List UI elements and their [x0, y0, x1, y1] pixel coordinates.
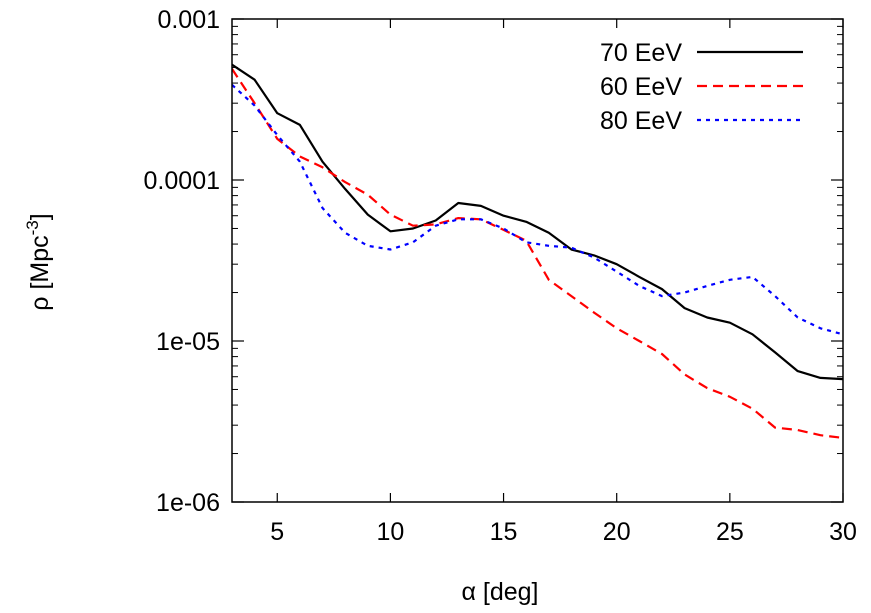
x-tick-label: 10: [377, 518, 405, 546]
axes: 5 10 15 20 25 30 1e-06 1e-05 0.0001 0.001: [144, 6, 857, 546]
x-tick-label: 20: [603, 518, 631, 546]
x-tick-label: 15: [490, 518, 518, 546]
y-tick-label: 0.0001: [144, 167, 220, 195]
x-axis-label: α [deg]: [461, 578, 538, 606]
legend: 70 EeV 60 EeV 80 EeV: [600, 39, 803, 135]
y-tick-label: 0.001: [157, 6, 220, 34]
y-axis-label-tail: ]: [26, 213, 54, 220]
series-line-2: [232, 83, 843, 336]
y-axis-label-group: ρ [Mpc-3]: [23, 213, 54, 310]
legend-label-2: 80 EeV: [600, 107, 682, 135]
y-axis-label-sup: -3: [23, 220, 42, 235]
series-line-0: [232, 63, 843, 381]
series-line-1: [232, 68, 843, 439]
y-tick-label: 1e-05: [156, 328, 220, 356]
y-axis-label: ρ [Mpc-3]: [23, 213, 54, 310]
y-tick-label: 1e-06: [156, 489, 220, 517]
x-tick-label: 5: [270, 518, 284, 546]
plot-area: [232, 63, 843, 439]
plot-frame: [231, 18, 844, 503]
legend-label-1: 60 EeV: [600, 73, 682, 101]
legend-label-0: 70 EeV: [600, 39, 682, 67]
x-tick-label: 25: [716, 518, 744, 546]
y-axis-label-main: ρ [Mpc: [26, 235, 54, 310]
x-tick-label: 30: [829, 518, 857, 546]
